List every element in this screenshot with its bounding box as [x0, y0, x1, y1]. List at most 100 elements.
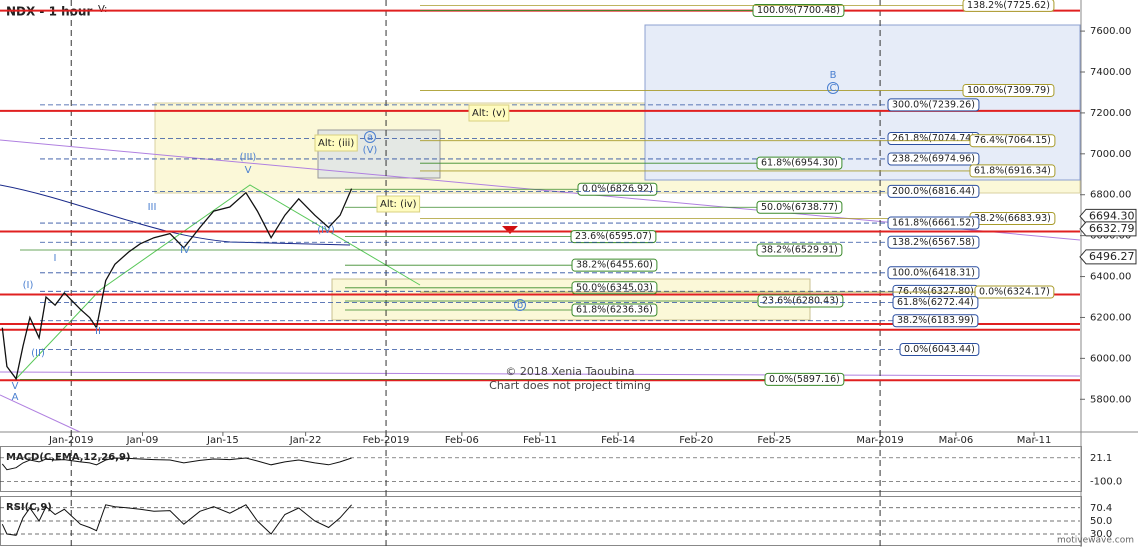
zone-blue — [644, 24, 1081, 181]
fib-label-box — [571, 281, 658, 295]
y-tick-label: 7400.00 — [1090, 67, 1131, 78]
wave-label: V — [245, 165, 252, 176]
panel-title: MACD(C,EMA,12,26,9) — [6, 452, 131, 463]
y-tick-label: 7200.00 — [1090, 108, 1131, 119]
wave-label: (V) — [363, 145, 378, 156]
x-tick-label: Feb-14 — [601, 435, 635, 446]
trend-line — [0, 394, 81, 433]
y-tick-label: 50.0 — [1090, 516, 1112, 527]
fib-label-box — [756, 200, 843, 214]
fib-label: 50.0%(6738.77) — [761, 202, 838, 213]
fib-label: 61.8%(6916.34) — [974, 165, 1051, 176]
wave-circle — [827, 82, 839, 94]
alt-label: Alt: (iii) — [318, 138, 354, 149]
alt-label-box — [468, 104, 510, 122]
alt-label-box — [314, 134, 358, 152]
fib-label: 138.2%(6567.58) — [892, 237, 975, 248]
y-tick-label: 6800.00 — [1090, 190, 1131, 201]
price-tag-label: 6496.27 — [1089, 250, 1135, 263]
fib-label-box — [764, 372, 845, 386]
note: Chart does not project timing — [489, 379, 651, 392]
fib-label: 300.0%(7239.26) — [892, 99, 975, 110]
y-tick-label: 5800.00 — [1090, 394, 1131, 405]
fib-label-box — [887, 184, 980, 198]
trend-line — [0, 371, 1081, 377]
moving-average — [0, 184, 351, 246]
fib-label-box — [887, 266, 980, 280]
fib-label: 76.4%(7064.15) — [974, 135, 1051, 146]
fib-label: 76.4%(6327.80) — [897, 286, 974, 297]
fib-label-box — [969, 164, 1056, 178]
macd-line — [1, 457, 352, 471]
fib-label-box — [899, 342, 980, 356]
fib-label-box — [974, 285, 1055, 299]
macd-panel — [0, 446, 1082, 492]
fib-label: 0.0%(6324.17) — [979, 287, 1050, 298]
alt-label-box — [376, 195, 421, 213]
fib-label-box — [752, 4, 845, 18]
wave-label: A — [12, 392, 19, 403]
fib-label: 38.2%(6529.91) — [761, 244, 838, 255]
price-tag-label: 6632.79 — [1089, 222, 1135, 235]
alt-label: Alt: (v) — [472, 108, 506, 119]
watermark: motivewave.com — [1057, 536, 1134, 546]
wave-label: V — [12, 381, 19, 392]
wave-label: IV — [180, 245, 190, 256]
wave-label: (II) — [31, 348, 45, 359]
legend: V: — [98, 4, 107, 15]
fib-label: 100.0%(7700.48) — [757, 5, 840, 16]
price-tag — [1079, 221, 1137, 237]
fib-label: 38.2%(6455.60) — [576, 260, 653, 271]
x-tick-label: Jan-22 — [289, 435, 322, 446]
fib-label: 238.2%(6974.96) — [892, 153, 975, 164]
fib-label-box — [570, 230, 657, 244]
price-tag — [1079, 249, 1137, 265]
fib-label: 0.0%(6043.44) — [904, 344, 975, 355]
wave-label: (I) — [23, 280, 34, 291]
fib-label: 200.0%(6816.44) — [892, 186, 975, 197]
marker — [502, 226, 518, 234]
fib-label: 61.8%(6954.30) — [761, 158, 838, 169]
fib-label-box — [887, 152, 980, 166]
wave-circle — [514, 299, 526, 311]
alt-label: Alt: (iv) — [380, 199, 417, 210]
rsi-line — [1, 504, 352, 536]
x-tick-label: Mar-06 — [939, 435, 974, 446]
y-tick-label: 7600.00 — [1090, 26, 1131, 37]
fib-label: 23.6%(6280.43) — [762, 296, 839, 307]
wave-label: (IV) — [317, 225, 335, 236]
fib-label: 61.8%(6272.44) — [897, 297, 974, 308]
x-tick-label: Jan-09 — [126, 435, 159, 446]
fib-label-box — [962, 0, 1055, 12]
fib-label: 50.0%(6345.03) — [576, 282, 653, 293]
fib-label: 0.0%(6826.92) — [582, 184, 653, 195]
y-tick-label: 30.0 — [1090, 529, 1112, 540]
y-tick-label: 7000.00 — [1090, 149, 1131, 160]
fib-label-box — [962, 83, 1055, 97]
wave-label: I — [54, 253, 57, 264]
fib-label-box — [969, 134, 1056, 148]
wave-label: II — [95, 326, 101, 337]
channel-line — [14, 184, 421, 381]
x-tick-label: Mar-11 — [1017, 435, 1052, 446]
wave-label: B — [830, 70, 837, 81]
fib-label-box — [892, 314, 979, 328]
x-tick-label: Feb-20 — [679, 435, 713, 446]
wave-label: (III) — [240, 152, 257, 163]
fib-label: 261.8%(7074.74) — [892, 133, 975, 144]
y-tick-label: 70.4 — [1090, 503, 1112, 514]
fib-label: 61.8%(6236.36) — [576, 305, 653, 316]
fib-label: 100.0%(6418.31) — [892, 267, 975, 278]
fib-label-box — [757, 294, 844, 308]
wave-label: b — [517, 300, 523, 311]
fib-label-box — [892, 296, 979, 310]
fib-label: 161.8%(6661.52) — [892, 218, 975, 229]
fib-label: 23.6%(6595.07) — [575, 231, 652, 242]
price-tag-label: 6694.30 — [1089, 209, 1135, 222]
fib-label: 100.0%(7309.79) — [967, 85, 1050, 96]
x-tick-label: Feb-25 — [757, 435, 791, 446]
price-tag — [1079, 208, 1137, 224]
note: © 2018 Xenia Taoubina — [505, 365, 634, 378]
x-tick-label: Feb-11 — [523, 435, 557, 446]
